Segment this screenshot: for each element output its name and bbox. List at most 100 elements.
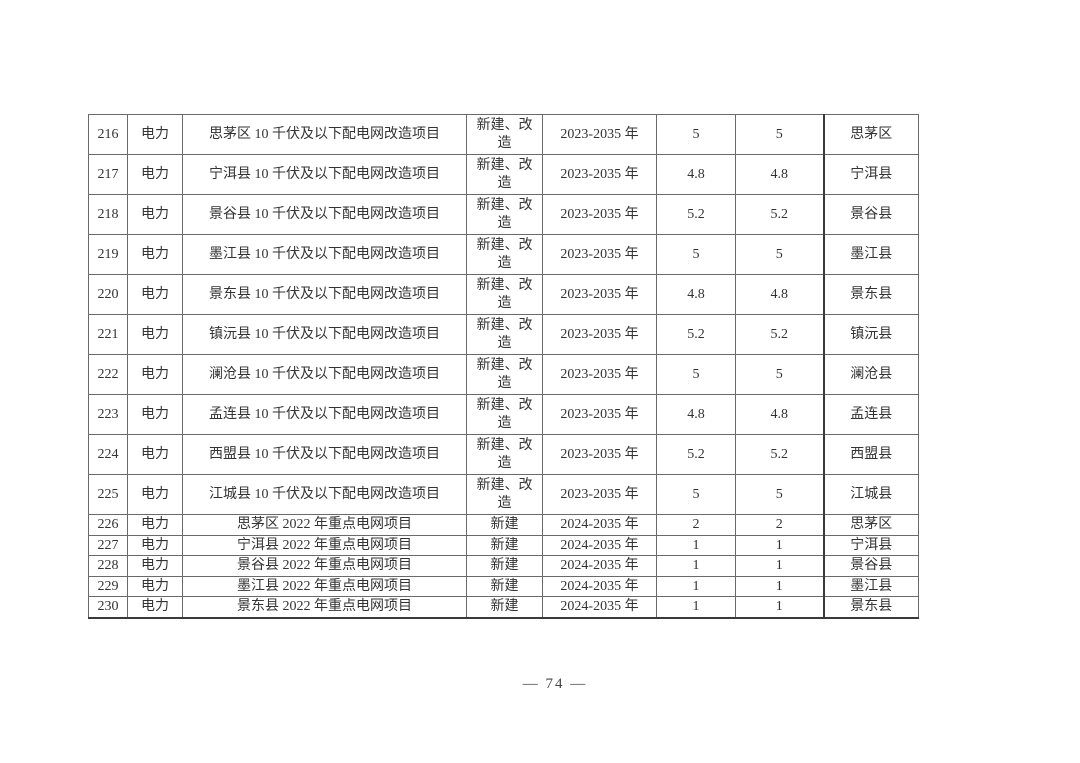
table-cell-sector: 电力: [127, 534, 183, 556]
table-row: 230 电力 景东县 2022 年重点电网项目 新建 2024-2035 年 1 1 景东县: [88, 596, 919, 618]
table-cell-investment-a: 1: [656, 534, 736, 556]
table-cell-investment-a: 2: [656, 514, 736, 536]
table-cell-investment-a: 5: [656, 354, 736, 395]
table-cell-period: 2024-2035 年: [542, 514, 657, 536]
table-cell-investment-b: 2: [735, 514, 824, 536]
table-cell-location: 墨江县: [822, 575, 919, 597]
table-row: 219 电力 墨江县 10 千伏及以下配电网改造项目 新建、改造 2023-2035 年…: [88, 234, 919, 275]
table-cell-location: 孟连县: [822, 394, 919, 435]
table-cell-sector: 电力: [127, 514, 183, 536]
table-cell-construction-type: 新建、改造: [466, 274, 543, 315]
table-cell-period: 2023-2035 年: [542, 434, 657, 475]
table-cell-no: 221: [88, 314, 128, 355]
table-cell-investment-a: 5: [656, 474, 736, 515]
table-cell-period: 2024-2035 年: [542, 575, 657, 597]
table-cell-construction-type: 新建、改造: [466, 474, 543, 515]
table-cell-period: 2024-2035 年: [542, 534, 657, 556]
table-cell-project-name: 镇沅县 10 千伏及以下配电网改造项目: [182, 314, 467, 355]
table-cell-investment-b: 4.8: [735, 274, 824, 315]
table-row: 220 电力 景东县 10 千伏及以下配电网改造项目 新建、改造 2023-2035 年…: [88, 274, 919, 315]
table-cell-no: 226: [88, 514, 128, 536]
table-cell-project-name: 孟连县 10 千伏及以下配电网改造项目: [182, 394, 467, 435]
table-cell-project-name: 景东县 10 千伏及以下配电网改造项目: [182, 274, 467, 315]
table-cell-investment-b: 5.2: [735, 314, 824, 355]
table-cell-project-name: 墨江县 10 千伏及以下配电网改造项目: [182, 234, 467, 275]
table-cell-investment-a: 5.2: [656, 434, 736, 475]
table-cell-investment-a: 4.8: [656, 154, 736, 195]
table-cell-no: 218: [88, 194, 128, 235]
table-cell-location: 景谷县: [822, 555, 919, 577]
table-cell-location: 思茅区: [822, 114, 919, 155]
table-cell-construction-type: 新建、改造: [466, 114, 543, 155]
table-cell-location: 江城县: [822, 474, 919, 515]
table-cell-location: 澜沧县: [822, 354, 919, 395]
table-row: 221 电力 镇沅县 10 千伏及以下配电网改造项目 新建、改造 2023-2035 年…: [88, 314, 919, 355]
table-cell-period: 2023-2035 年: [542, 474, 657, 515]
page-number: — 74 —: [522, 676, 588, 692]
table-cell-construction-type: 新建、改造: [466, 434, 543, 475]
table-cell-period: 2024-2035 年: [542, 596, 657, 618]
table-cell-project-name: 宁洱县 2022 年重点电网项目: [182, 534, 467, 556]
table-cell-project-name: 宁洱县 10 千伏及以下配电网改造项目: [182, 154, 467, 195]
table-cell-investment-b: 5.2: [735, 194, 824, 235]
table-cell-investment-a: 5.2: [656, 194, 736, 235]
table-cell-no: 223: [88, 394, 128, 435]
table-row: 226 电力 思茅区 2022 年重点电网项目 新建 2024-2035 年 2 2 思茅区: [88, 514, 919, 536]
table-cell-investment-a: 4.8: [656, 274, 736, 315]
table-row: 228 电力 景谷县 2022 年重点电网项目 新建 2024-2035 年 1 1 景谷县: [88, 555, 919, 577]
table-cell-investment-b: 4.8: [735, 394, 824, 435]
table-cell-period: 2023-2035 年: [542, 394, 657, 435]
table-cell-investment-b: 5: [735, 114, 824, 155]
table-cell-construction-type: 新建、改造: [466, 194, 543, 235]
table-row: 223 电力 孟连县 10 千伏及以下配电网改造项目 新建、改造 2023-2035 年…: [88, 394, 919, 435]
table-cell-sector: 电力: [127, 234, 183, 275]
table-cell-construction-type: 新建: [466, 575, 543, 597]
table-cell-period: 2023-2035 年: [542, 114, 657, 155]
table-cell-location: 思茅区: [822, 514, 919, 536]
table-cell-sector: 电力: [127, 274, 183, 315]
table-cell-sector: 电力: [127, 354, 183, 395]
table-cell-period: 2023-2035 年: [542, 234, 657, 275]
table-cell-sector: 电力: [127, 555, 183, 577]
table-row: 216 电力 思茅区 10 千伏及以下配电网改造项目 新建、改造 2023-2035 年…: [88, 114, 919, 155]
table-cell-period: 2023-2035 年: [542, 274, 657, 315]
table-cell-investment-a: 1: [656, 596, 736, 618]
table-row: 229 电力 墨江县 2022 年重点电网项目 新建 2024-2035 年 1 1 墨江县: [88, 575, 919, 597]
table-cell-period: 2023-2035 年: [542, 194, 657, 235]
table-cell-period: 2023-2035 年: [542, 154, 657, 195]
table-cell-investment-a: 5: [656, 234, 736, 275]
table-cell-construction-type: 新建、改造: [466, 394, 543, 435]
table-cell-no: 227: [88, 534, 128, 556]
table-cell-investment-b: 1: [735, 534, 824, 556]
table-row: 225 电力 江城县 10 千伏及以下配电网改造项目 新建、改造 2023-2035 年…: [88, 474, 919, 515]
table-row: 222 电力 澜沧县 10 千伏及以下配电网改造项目 新建、改造 2023-2035 年…: [88, 354, 919, 395]
table-cell-investment-b: 1: [735, 596, 824, 618]
table-cell-no: 217: [88, 154, 128, 195]
table-cell-project-name: 景谷县 2022 年重点电网项目: [182, 555, 467, 577]
table-cell-construction-type: 新建: [466, 596, 543, 618]
table-cell-sector: 电力: [127, 314, 183, 355]
table-cell-construction-type: 新建: [466, 514, 543, 536]
table-cell-period: 2023-2035 年: [542, 354, 657, 395]
table-cell-no: 222: [88, 354, 128, 395]
table-cell-investment-b: 1: [735, 555, 824, 577]
table-cell-investment-a: 5.2: [656, 314, 736, 355]
table-cell-project-name: 思茅区 10 千伏及以下配电网改造项目: [182, 114, 467, 155]
table-cell-project-name: 澜沧县 10 千伏及以下配电网改造项目: [182, 354, 467, 395]
table-cell-sector: 电力: [127, 474, 183, 515]
table-cell-no: 225: [88, 474, 128, 515]
table-cell-location: 景东县: [822, 274, 919, 315]
table-cell-construction-type: 新建、改造: [466, 314, 543, 355]
table-cell-investment-a: 4.8: [656, 394, 736, 435]
table-cell-investment-b: 5.2: [735, 434, 824, 475]
table-cell-period: 2024-2035 年: [542, 555, 657, 577]
table-cell-investment-a: 1: [656, 555, 736, 577]
table-row: 227 电力 宁洱县 2022 年重点电网项目 新建 2024-2035 年 1 1 宁洱县: [88, 534, 919, 556]
table-cell-sector: 电力: [127, 154, 183, 195]
table-cell-investment-b: 1: [735, 575, 824, 597]
table-cell-no: 229: [88, 575, 128, 597]
table-cell-project-name: 景谷县 10 千伏及以下配电网改造项目: [182, 194, 467, 235]
table-cell-no: 228: [88, 555, 128, 577]
projects-table: 216 电力 思茅区 10 千伏及以下配电网改造项目 新建、改造 2023-2035 年…: [88, 114, 919, 619]
